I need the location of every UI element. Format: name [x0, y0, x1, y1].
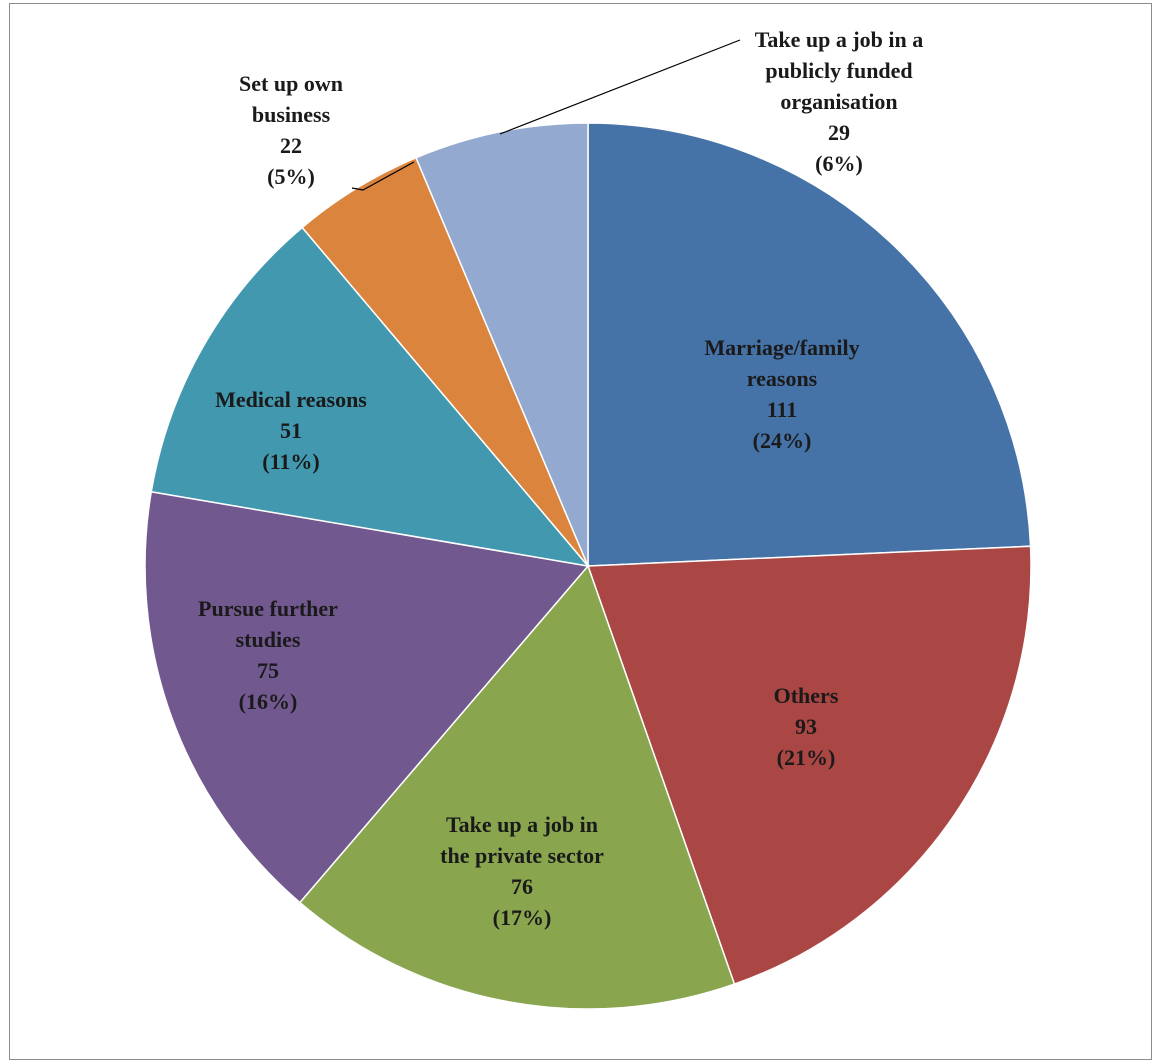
data-label-take-up-a-job-in-a-publicly-funded-organisation: Take up a job in a publicly funded organis… — [755, 27, 924, 176]
data-label-line: (11%) — [262, 449, 319, 474]
data-label-line: reasons — [747, 366, 818, 391]
data-label-marriage-family-reasons: Marriage/family reasons 111 (24%) — [704, 335, 859, 453]
leader-line-set-up-own-business — [351, 161, 415, 191]
data-label-line: organisation — [780, 89, 897, 114]
leader-line-take-up-a-job-in-a-publicly-funded-organisation — [499, 39, 741, 135]
pie-slice-medical-reasons — [150, 226, 590, 568]
pie-slice-pursue-further-studies — [144, 490, 590, 904]
data-label-line: (16%) — [239, 689, 298, 714]
data-label-line: Medical reasons — [215, 387, 367, 412]
data-label-line: studies — [236, 627, 301, 652]
data-label-line: Pursue further — [198, 596, 338, 621]
data-label-line: 51 — [280, 418, 302, 443]
data-label-pursue-further-studies: Pursue further studies 75 (16%) — [198, 596, 338, 714]
pie-slice-others — [586, 545, 1032, 986]
data-label-line: 22 — [280, 133, 302, 158]
data-label-line: Set up own — [239, 71, 343, 96]
pie-slice-take-up-a-job-in-the-private-sector — [298, 564, 736, 1010]
data-label-line: 111 — [767, 397, 798, 422]
data-label-line: Others — [774, 683, 839, 708]
data-label-line: 76 — [511, 874, 533, 899]
data-label-line: (6%) — [815, 151, 863, 176]
data-label-line: publicly funded — [765, 58, 912, 83]
data-label-line: Marriage/family — [704, 335, 859, 360]
data-label-line: 29 — [828, 120, 850, 145]
data-label-set-up-own-business: Set up own business 22 (5%) — [239, 71, 343, 189]
data-label-line: Take up a job in a — [755, 27, 924, 52]
data-label-others: Others 93 (21%) — [774, 683, 839, 770]
data-label-line: (5%) — [267, 164, 315, 189]
pie-slice-take-up-a-job-in-a-publicly-funded-organisation — [415, 122, 589, 567]
pie-slice-marriage-family-reasons — [587, 122, 1032, 567]
data-label-line: 75 — [257, 658, 279, 683]
data-label-line: (24%) — [753, 428, 812, 453]
data-label-take-up-a-job-in-the-private-sector: Take up a job in the private sector 76 (17%… — [440, 812, 604, 930]
data-label-line: business — [252, 102, 331, 127]
data-label-line: Take up a job in — [446, 812, 598, 837]
data-label-medical-reasons: Medical reasons 51 (11%) — [215, 387, 367, 474]
data-label-line: (21%) — [777, 745, 836, 770]
data-label-line: the private sector — [440, 843, 604, 868]
data-label-line: (17%) — [493, 905, 552, 930]
data-label-line: 93 — [795, 714, 817, 739]
